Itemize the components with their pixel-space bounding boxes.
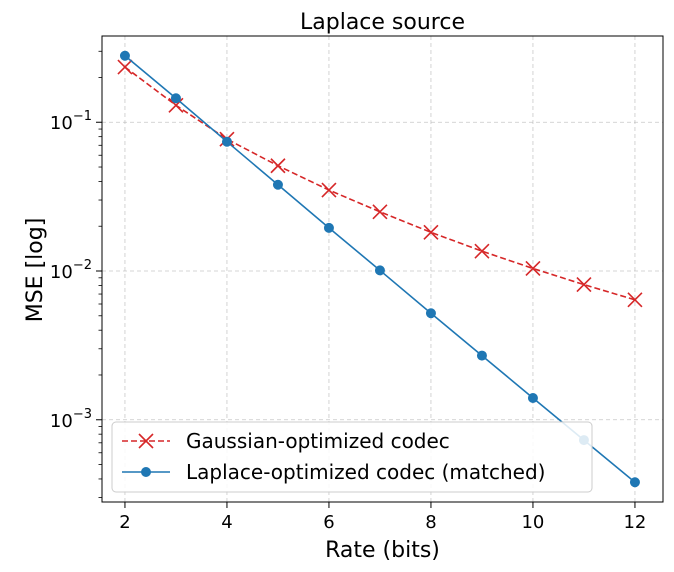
x-tick-label: 4 xyxy=(221,512,232,533)
data-point xyxy=(423,224,439,240)
data-point xyxy=(323,222,334,233)
legend-entries: Gaussian-optimized codec Laplace-optimize… xyxy=(122,429,545,484)
data-point xyxy=(527,393,538,404)
chart-title: Laplace source xyxy=(300,10,465,35)
legend-entry-1: Gaussian-optimized codec xyxy=(122,429,450,453)
data-point xyxy=(272,179,283,190)
x-tick-label: 8 xyxy=(425,512,436,533)
data-point xyxy=(525,260,541,277)
data-point xyxy=(117,59,133,75)
legend-label: Laplace-optimized codec (matched) xyxy=(186,460,545,484)
legend-marker xyxy=(141,467,151,477)
y-tick-exponent: −2 xyxy=(73,258,92,273)
x-tick-label: 12 xyxy=(623,512,646,533)
legend-label: Gaussian-optimized codec xyxy=(186,429,450,453)
data-point xyxy=(474,243,490,259)
legend-box xyxy=(111,421,593,493)
y-axis-label: MSE [log] xyxy=(23,218,48,323)
y-tick-base: 10 xyxy=(50,113,73,134)
legend-marker xyxy=(138,433,154,449)
legend: Gaussian-optimized codec Laplace-optimize… xyxy=(111,421,593,493)
data-point xyxy=(627,292,643,308)
series-layer xyxy=(117,50,643,488)
data-point xyxy=(476,350,487,361)
y-tick-label: 10−1 xyxy=(50,109,92,134)
y-tick-base: 10 xyxy=(50,262,73,283)
legend-entry-2: Laplace-optimized codec (matched) xyxy=(122,460,545,484)
data-point xyxy=(372,204,388,220)
data-point xyxy=(170,93,181,104)
y-tick-label: 10−3 xyxy=(50,407,92,432)
y-tick-base: 10 xyxy=(50,411,73,432)
data-point xyxy=(168,97,184,113)
data-point xyxy=(321,182,337,198)
y-tick-exponent: −3 xyxy=(73,407,92,422)
series-2 xyxy=(119,50,640,488)
plot-frame xyxy=(101,35,664,503)
y-tick-label: 10−2 xyxy=(50,258,92,283)
x-axis-label: Rate (bits) xyxy=(325,538,440,563)
data-point xyxy=(374,265,385,276)
x-tick-label: 6 xyxy=(323,512,334,533)
data-point xyxy=(270,158,286,174)
y-tick-exponent: −1 xyxy=(73,109,92,124)
x-tick-label: 2 xyxy=(119,512,130,533)
x-tick-label: 10 xyxy=(521,512,544,533)
data-point xyxy=(425,308,436,319)
data-point xyxy=(119,50,130,61)
data-point xyxy=(221,136,232,147)
data-point xyxy=(576,277,592,293)
data-point xyxy=(629,477,640,488)
